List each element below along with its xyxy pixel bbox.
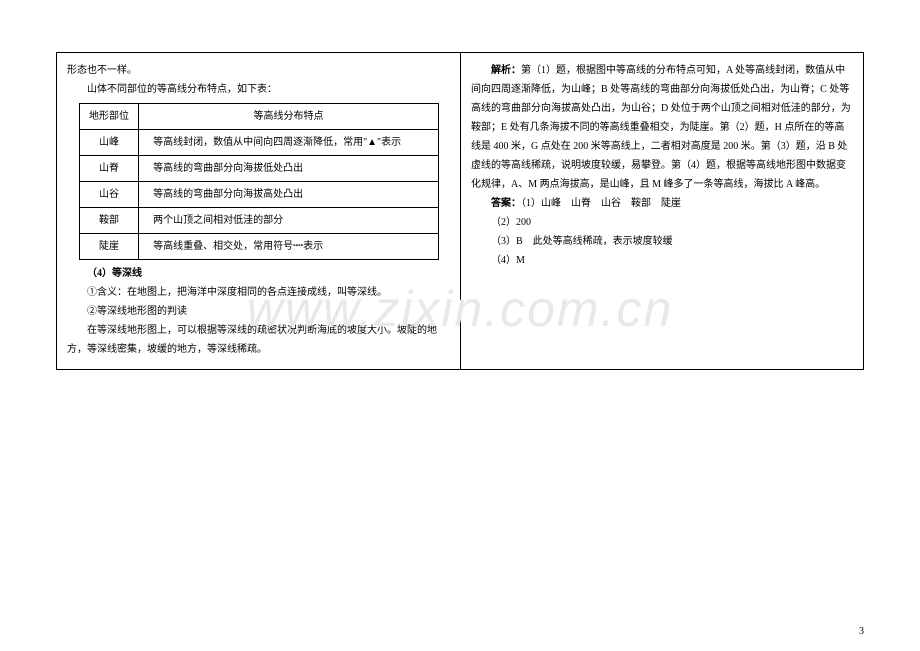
answer-1: （1）山峰 山脊 山谷 鞍部 陡崖 [521,198,681,209]
right-column: 解析：第（1）题，根据图中等高线的分布特点可知，A 处等高线封闭，数值从中间向四… [460,53,864,370]
answer-label: 答案： [491,198,521,209]
table-row: 陡崖 等高线重叠、相交处，常用符号┉表示 [80,234,439,260]
cell-feature: 等高线重叠、相交处，常用符号┉表示 [139,234,439,260]
para-slope: 在等深线地形图上，可以根据等深线的疏密状况判断海底的坡度大小。坡陡的地方，等深线… [67,321,450,359]
table-row: 山谷 等高线的弯曲部分向海拔高处凸出 [80,182,439,208]
answer-line-2: （2）200 [471,213,853,232]
answer-line-4: （4）M [471,251,853,270]
table-row: 鞍部 两个山顶之间相对低洼的部分 [80,208,439,234]
answer-line-1: 答案：（1）山峰 山脊 山谷 鞍部 陡崖 [471,194,853,213]
page-number: 3 [859,626,864,637]
para-shape-diff: 形态也不一样。 [67,61,450,80]
table-row: 山脊 等高线的弯曲部分向海拔低处凸出 [80,156,439,182]
cell-part: 山峰 [80,130,139,156]
cell-part: 鞍部 [80,208,139,234]
cell-part: 山谷 [80,182,139,208]
cell-feature: 等高线的弯曲部分向海拔高处凸出 [139,182,439,208]
heading-isobath: （4）等深线 [67,264,450,283]
analysis-label: 解析： [491,65,521,76]
analysis-body: 第（1）题，根据图中等高线的分布特点可知，A 处等高线封闭，数值从中间向四周逐渐… [471,65,851,190]
answer-line-3: （3）B 此处等高线稀疏，表示坡度较缓 [471,232,853,251]
th-part: 地形部位 [80,104,139,130]
para-meaning: ①含义：在地图上，把海洋中深度相同的各点连接成线，叫等深线。 [67,283,450,302]
cell-part: 陡崖 [80,234,139,260]
para-analysis: 解析：第（1）题，根据图中等高线的分布特点可知，A 处等高线封闭，数值从中间向四… [471,61,853,194]
left-column: 形态也不一样。 山体不同部位的等高线分布特点，如下表： 地形部位 等高线分布特点… [56,53,460,370]
page-frame: 形态也不一样。 山体不同部位的等高线分布特点，如下表： 地形部位 等高线分布特点… [56,52,864,370]
para-reading: ②等深线地形图的判读 [67,302,450,321]
para-table-intro: 山体不同部位的等高线分布特点，如下表： [67,80,450,99]
table-row: 山峰 等高线封闭，数值从中间向四周逐渐降低，常用"▲"表示 [80,130,439,156]
cell-feature: 等高线的弯曲部分向海拔低处凸出 [139,156,439,182]
terrain-table: 地形部位 等高线分布特点 山峰 等高线封闭，数值从中间向四周逐渐降低，常用"▲"… [79,103,439,260]
cell-feature: 等高线封闭，数值从中间向四周逐渐降低，常用"▲"表示 [139,130,439,156]
two-column-layout: 形态也不一样。 山体不同部位的等高线分布特点，如下表： 地形部位 等高线分布特点… [56,53,864,370]
cell-part: 山脊 [80,156,139,182]
th-feature: 等高线分布特点 [139,104,439,130]
table-row: 地形部位 等高线分布特点 [80,104,439,130]
cell-feature: 两个山顶之间相对低洼的部分 [139,208,439,234]
